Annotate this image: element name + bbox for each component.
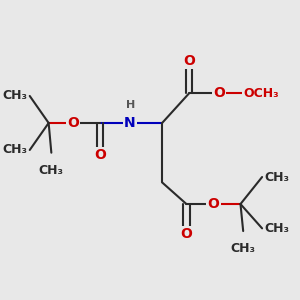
Text: O: O <box>213 86 225 100</box>
Text: CH₃: CH₃ <box>2 89 27 103</box>
Text: O: O <box>67 116 79 130</box>
Text: O: O <box>208 197 219 211</box>
Text: H: H <box>126 100 136 110</box>
Text: OCH₃: OCH₃ <box>243 87 279 100</box>
Text: O: O <box>94 148 106 162</box>
Text: CH₃: CH₃ <box>265 170 290 184</box>
Text: CH₃: CH₃ <box>39 164 64 176</box>
Text: CH₃: CH₃ <box>2 143 27 157</box>
Text: CH₃: CH₃ <box>265 222 290 235</box>
Text: O: O <box>183 54 195 68</box>
Text: N: N <box>124 116 136 130</box>
Text: O: O <box>181 227 192 241</box>
Text: CH₃: CH₃ <box>231 242 256 255</box>
